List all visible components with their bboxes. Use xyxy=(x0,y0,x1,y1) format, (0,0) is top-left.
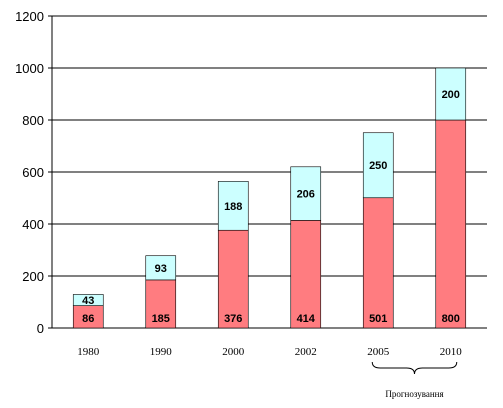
x-category-label: 1990 xyxy=(150,346,173,358)
bar-segment-upper xyxy=(72,294,104,306)
bar-segment-lower xyxy=(435,119,467,329)
bars xyxy=(72,67,467,329)
data-label-lower: 414 xyxy=(297,313,316,325)
axes: 0 200 400 600 800 1000 1200 xyxy=(15,9,487,336)
category-axis-labels: 1980 1990 2000 2002 2005 2010 xyxy=(77,346,462,358)
forecast-brace xyxy=(371,361,458,375)
y-tick-label: 1200 xyxy=(15,9,44,24)
x-category-label: 2005 xyxy=(367,346,390,358)
x-category-label: 1980 xyxy=(77,346,100,358)
y-tick-label: 400 xyxy=(22,217,44,232)
data-label-upper: 188 xyxy=(224,201,242,213)
y-tick-label: 600 xyxy=(22,165,44,180)
bar-segment-upper xyxy=(145,255,177,281)
x-category-label: 2002 xyxy=(295,346,317,358)
y-tick-label: 200 xyxy=(22,269,44,284)
data-label-lower: 501 xyxy=(369,313,387,325)
data-label-upper: 206 xyxy=(297,189,315,201)
data-labels: 86 43 185 93 376 188 414 206 501 250 800 200 xyxy=(82,89,460,325)
data-label-upper: 200 xyxy=(442,89,460,101)
y-tick-label: 1000 xyxy=(15,61,44,76)
data-label-lower: 185 xyxy=(152,313,170,325)
bar-segment-upper xyxy=(217,181,249,231)
data-label-upper: 43 xyxy=(82,295,94,307)
bar-segment-lower xyxy=(362,197,394,329)
forecast-annotation: Прогнозування xyxy=(371,361,458,399)
x-category-label: 2000 xyxy=(222,346,245,358)
data-label-upper: 93 xyxy=(155,263,167,275)
bar-segment-upper xyxy=(290,166,322,221)
gridlines xyxy=(52,15,487,277)
y-tick-label: 0 xyxy=(37,321,44,336)
data-label-lower: 376 xyxy=(224,313,242,325)
bar-segment-upper xyxy=(435,67,467,121)
data-label-lower: 86 xyxy=(82,313,94,325)
bar-segment-lower xyxy=(145,279,177,329)
bar-segment-lower xyxy=(217,229,249,329)
bar-segment-upper xyxy=(362,132,394,199)
forecast-label: Прогнозування xyxy=(385,389,443,399)
y-tick-label: 800 xyxy=(22,113,44,128)
data-label-lower: 800 xyxy=(442,313,460,325)
x-category-label: 2010 xyxy=(440,346,463,358)
bar-segment-lower xyxy=(290,220,322,329)
data-label-upper: 250 xyxy=(369,160,387,172)
